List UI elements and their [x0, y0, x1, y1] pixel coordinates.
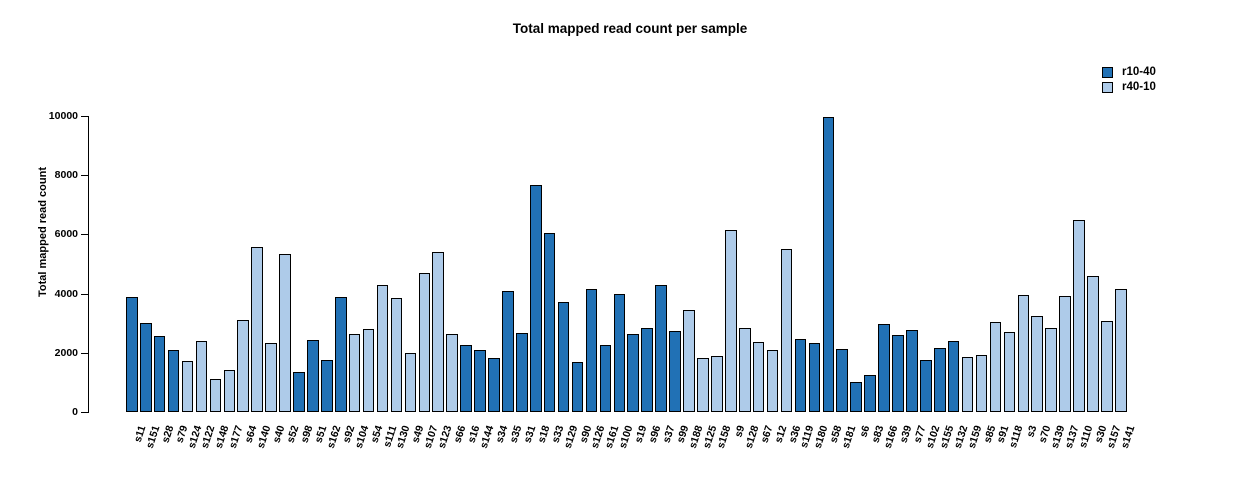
bar-s83: [864, 374, 876, 412]
bar-s40: [265, 342, 277, 412]
bar-s111: [376, 284, 389, 412]
bar-s188: [683, 309, 695, 412]
bar-s119: [794, 339, 807, 412]
y-tick-label: 10000: [48, 110, 78, 122]
bar-s16: [460, 344, 472, 412]
bar-s151: [139, 323, 152, 412]
bar-s110: [1073, 219, 1085, 412]
bar-s155: [933, 347, 946, 412]
legend-item-r40-10: r40-10: [1102, 80, 1156, 94]
bar-s125: [697, 357, 709, 412]
bar-s92: [334, 297, 347, 412]
bar-s158: [711, 355, 723, 412]
bar-s159: [961, 357, 974, 412]
bar-s161: [599, 345, 612, 412]
chart-title: Total mapped read count per sample: [512, 21, 748, 36]
bar-s180: [808, 342, 821, 412]
bar-s70: [1031, 315, 1044, 412]
bar-s3: [1017, 295, 1030, 412]
bar-s9: [724, 229, 737, 412]
legend-label-r40-10: r40-10: [1122, 81, 1156, 93]
bar-s11: [126, 296, 138, 412]
legend: r10-40 r40-10: [1102, 65, 1156, 95]
bar-s137: [1059, 295, 1071, 412]
bar-s132: [947, 340, 960, 412]
y-tick-label: 0: [72, 406, 78, 418]
bar-s99: [669, 330, 681, 412]
bar-s102: [920, 359, 932, 412]
y-axis-line: [88, 116, 89, 413]
bar-s96: [641, 327, 653, 412]
bar-s148: [209, 379, 222, 412]
y-tick-label: 2000: [54, 346, 78, 359]
bar-s157: [1101, 321, 1113, 412]
y-tick-label: 6000: [54, 228, 78, 241]
bar-s140: [251, 247, 263, 412]
bar-s18: [529, 185, 542, 412]
y-tick-mark: [81, 352, 88, 354]
y-tick-mark: [81, 234, 88, 236]
bar-s37: [655, 285, 667, 412]
bar-s51: [307, 340, 319, 412]
bar-s28: [153, 335, 166, 412]
bar-s34: [488, 357, 500, 412]
bar-s35: [502, 290, 514, 412]
bar-s177: [223, 369, 236, 412]
bar-s181: [836, 348, 849, 412]
bar-s91: [989, 321, 1002, 412]
bar-s141: [1115, 288, 1127, 412]
bar-s79: [167, 349, 180, 412]
bar-s122: [195, 340, 208, 412]
legend-item-r10-40: r10-40: [1102, 65, 1156, 79]
bar-s58: [822, 117, 835, 412]
bar-s33: [543, 232, 556, 412]
bar-s124: [181, 360, 194, 412]
bar-s144: [474, 349, 486, 412]
bar-s98: [293, 371, 305, 412]
bar-s104: [348, 333, 361, 412]
legend-swatch-r40-10: [1102, 81, 1113, 93]
bar-s30: [1087, 275, 1099, 412]
bar-s39: [892, 335, 904, 412]
y-tick-mark: [81, 293, 88, 295]
y-tick-label: 8000: [54, 169, 78, 182]
bar-s90: [571, 361, 584, 412]
bar-s31: [516, 332, 528, 412]
bar-s123: [432, 251, 445, 412]
y-tick-label: 4000: [54, 287, 78, 300]
bar-s166: [878, 324, 890, 412]
bar-s128: [738, 328, 751, 412]
bar-s77: [906, 330, 918, 412]
bar-s49: [404, 352, 417, 412]
legend-label-r10-40: r10-40: [1122, 66, 1156, 78]
bar-s67: [752, 342, 765, 412]
bar-s19: [627, 334, 640, 412]
bar-s162: [321, 359, 333, 412]
bar-s66: [446, 333, 458, 412]
bar-s118: [1003, 331, 1016, 412]
legend-swatch-r10-40: [1102, 66, 1113, 78]
bar-s54: [362, 329, 375, 412]
bar-s85: [975, 355, 988, 412]
bar-s52: [279, 254, 291, 412]
y-tick-mark: [81, 116, 88, 117]
bar-s107: [418, 273, 431, 412]
bar-s64: [237, 319, 250, 412]
y-tick-mark: [81, 175, 88, 177]
bar-s129: [557, 301, 570, 412]
bar-s36: [780, 249, 793, 412]
bar-s139: [1045, 328, 1057, 412]
bar-s6: [850, 382, 862, 412]
bar-s12: [766, 349, 779, 412]
bar-s126: [585, 289, 598, 412]
y-tick-mark: [81, 412, 88, 413]
bar-s100: [613, 293, 626, 412]
bar-s130: [390, 298, 403, 412]
